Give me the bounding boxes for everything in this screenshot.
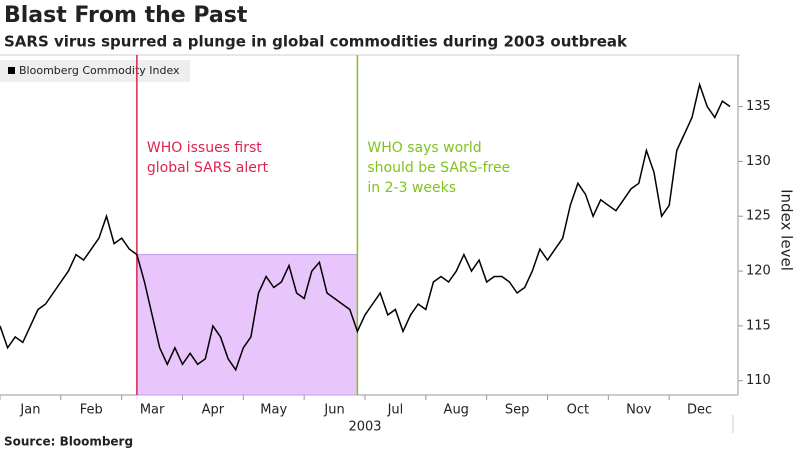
event-label: should be SARS-free bbox=[367, 160, 510, 176]
event-label: WHO says world bbox=[367, 140, 481, 156]
y-axis-title: Index level bbox=[778, 189, 796, 271]
event-label: WHO issues first bbox=[147, 140, 262, 156]
legend-swatch bbox=[8, 67, 15, 74]
x-tick-label: Mar bbox=[140, 403, 165, 418]
x-tick-label: Feb bbox=[80, 403, 103, 418]
event-label: global SARS alert bbox=[147, 160, 269, 176]
x-tick-label: Apr bbox=[202, 403, 225, 418]
y-tick-label: 120 bbox=[746, 264, 771, 279]
legend-box bbox=[0, 60, 190, 82]
x-tick-label: Oct bbox=[567, 403, 589, 418]
x-tick-label: Sep bbox=[505, 403, 530, 418]
x-tick-label: May bbox=[260, 403, 287, 418]
index-line bbox=[0, 81, 731, 372]
y-tick-label: 125 bbox=[746, 209, 771, 224]
y-tick-label: 110 bbox=[746, 373, 771, 388]
event-label: in 2-3 weeks bbox=[367, 180, 456, 196]
x-tick-label: Jan bbox=[19, 403, 40, 418]
x-tick-label: Nov bbox=[626, 403, 652, 418]
x-tick-label: Jun bbox=[323, 403, 344, 418]
source: Source: Bloomberg bbox=[4, 435, 133, 449]
x-tick-label: Jul bbox=[387, 403, 404, 418]
highlight-box bbox=[136, 254, 358, 396]
x-tick-label: Dec bbox=[687, 403, 712, 418]
x-tick-label: Aug bbox=[444, 403, 469, 418]
chart-subtitle: SARS virus spurred a plunge in global co… bbox=[4, 33, 628, 51]
y-tick-label: 115 bbox=[746, 318, 771, 333]
legend-label: Bloomberg Commodity Index bbox=[19, 64, 180, 77]
year-label: 2003 bbox=[348, 420, 381, 435]
y-tick-label: 135 bbox=[746, 99, 771, 114]
chart-title: Blast From the Past bbox=[4, 3, 248, 28]
y-tick-label: 130 bbox=[746, 154, 771, 169]
